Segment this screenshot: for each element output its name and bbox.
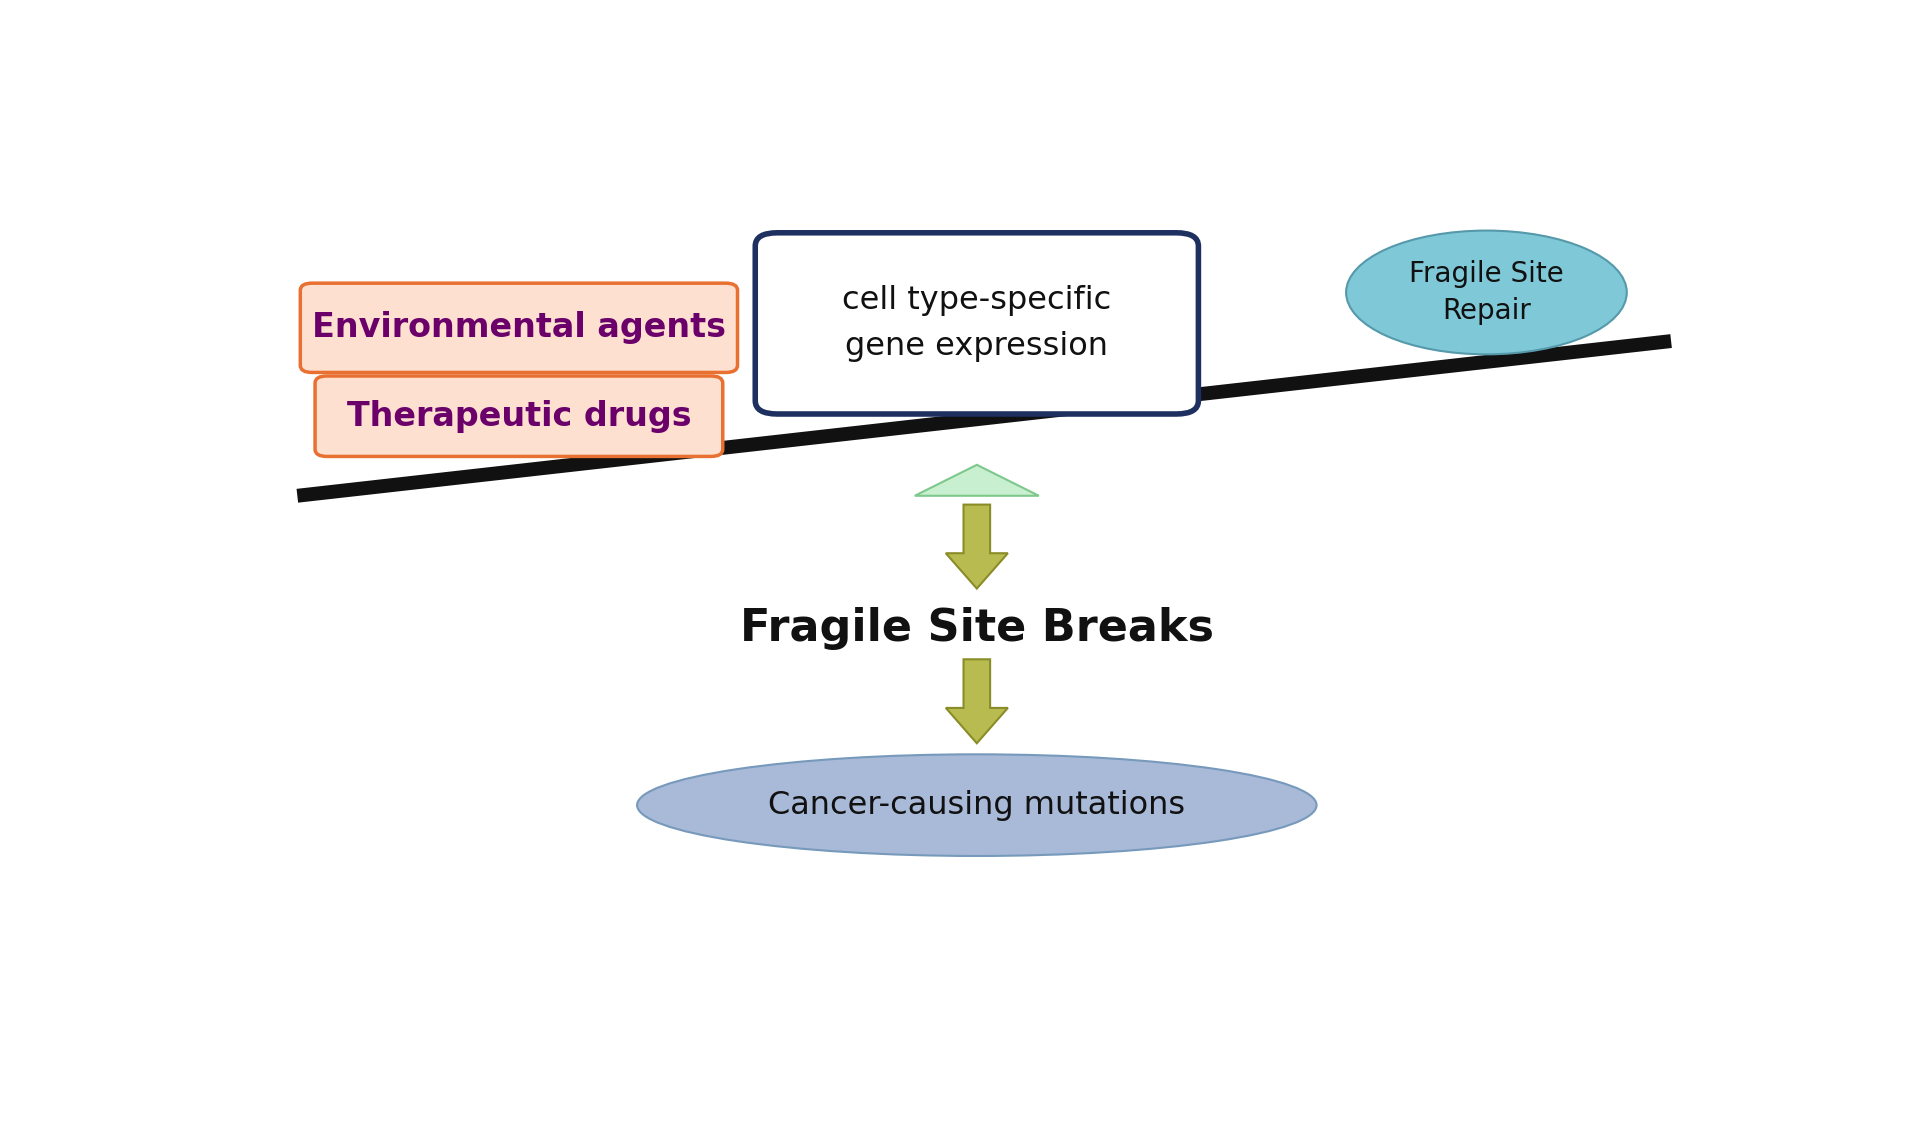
FancyBboxPatch shape: [754, 233, 1198, 414]
Text: Fragile Site Breaks: Fragile Site Breaks: [739, 607, 1213, 650]
Polygon shape: [945, 659, 1008, 743]
FancyBboxPatch shape: [301, 284, 737, 372]
Text: Cancer-causing mutations: Cancer-causing mutations: [768, 790, 1185, 821]
Ellipse shape: [636, 754, 1316, 856]
Polygon shape: [914, 465, 1038, 496]
Text: Therapeutic drugs: Therapeutic drugs: [347, 400, 692, 433]
Text: Environmental agents: Environmental agents: [312, 311, 726, 344]
FancyBboxPatch shape: [314, 377, 722, 457]
Ellipse shape: [1345, 231, 1627, 355]
Polygon shape: [945, 505, 1008, 589]
Text: Fragile Site
Repair: Fragile Site Repair: [1408, 261, 1562, 325]
Text: cell type-specific
gene expression: cell type-specific gene expression: [842, 285, 1111, 362]
